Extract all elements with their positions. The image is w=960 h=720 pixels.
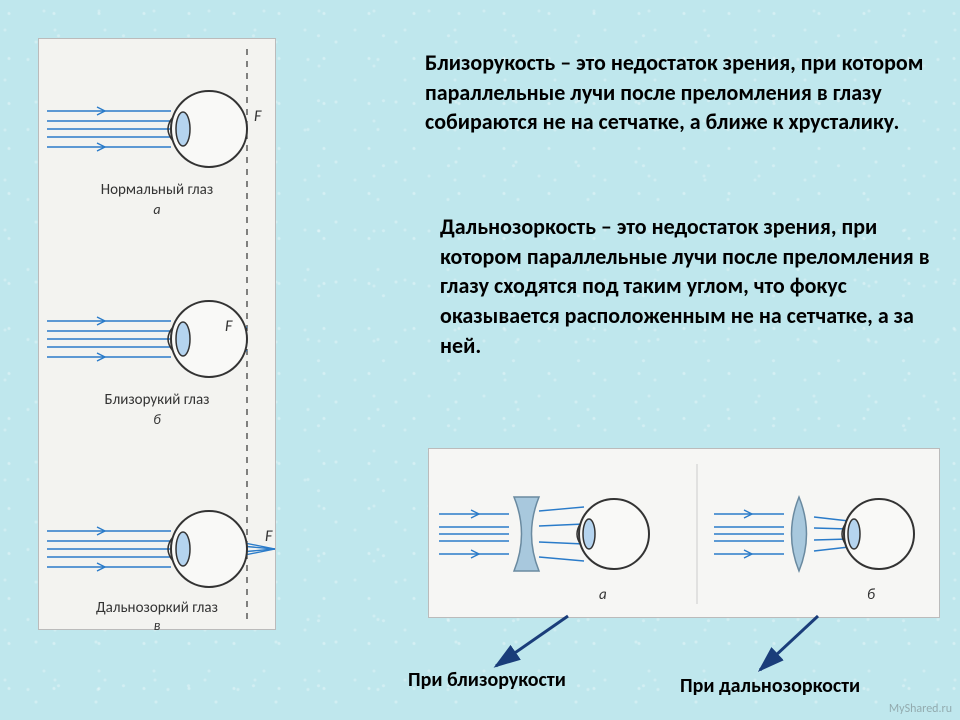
correction-svg: а б [429, 449, 941, 619]
svg-text:F: F [265, 527, 273, 546]
svg-text:F: F [254, 107, 262, 126]
svg-text:а: а [599, 586, 607, 604]
sublabel-a: а [39, 201, 275, 218]
eye-types-diagram: F F [38, 38, 276, 630]
eye-types-svg: F F [39, 39, 277, 631]
myopia-definition: Близорукость – это недостаток зрения, пр… [425, 48, 925, 137]
correction-lenses-diagram: а б [428, 448, 940, 618]
sublabel-v: в [39, 617, 275, 634]
label-normal-eye: Нормальный глаз [39, 181, 275, 199]
sublabel-b: б [39, 411, 275, 428]
watermark: MyShared.ru [889, 702, 952, 716]
label-hyperopic-eye: Дальнозоркий глаз [39, 599, 275, 617]
svg-text:F: F [225, 317, 233, 336]
label-myopic-eye: Близорукий глаз [39, 391, 275, 409]
hyperopia-definition: Дальнозоркость – это недостаток зрения, … [440, 212, 930, 360]
label-for-hyperopia: При дальнозоркости [680, 674, 860, 698]
svg-text:б: б [867, 586, 875, 604]
label-for-myopia: При близорукости [408, 668, 566, 692]
